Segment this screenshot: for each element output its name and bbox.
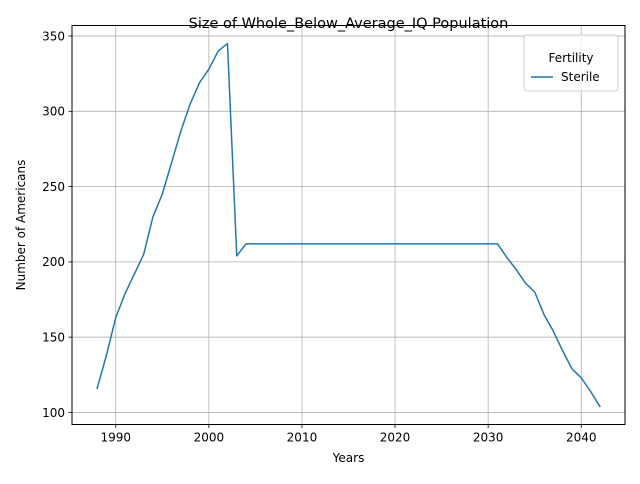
x-tick-label: 2030 [473, 431, 504, 445]
x-tick-label: 2010 [287, 431, 318, 445]
y-tick-label: 100 [42, 406, 65, 420]
y-tick-label: 250 [42, 180, 65, 194]
legend-title: Fertility [548, 51, 593, 65]
series-layer [96, 42, 601, 408]
y-tick-label: 350 [42, 29, 65, 43]
axis-ticks: 1990 2000 2010 2020 2030 2040 100 150 200 250 300 3… [42, 29, 596, 444]
y-tick-label: 200 [42, 255, 65, 269]
x-axis-label: Years [332, 451, 365, 465]
chart-title: Size of Whole_Below_Average_IQ Populatio… [189, 16, 509, 32]
grid-lines [72, 25, 625, 425]
plot-area-frame [71, 25, 626, 425]
x-tick-label: 2020 [380, 431, 411, 445]
series-line-sterile [96, 42, 601, 408]
y-axis-label: Number of Americans [14, 160, 28, 291]
legend-entry-sterile: Sterile [561, 70, 600, 84]
x-tick-label: 2040 [566, 431, 597, 445]
legend: Fertility Sterile [523, 34, 619, 92]
x-tick-label: 1990 [100, 431, 131, 445]
y-tick-label: 150 [42, 330, 65, 344]
y-tick-label: 300 [42, 105, 65, 119]
x-tick-label: 2000 [194, 431, 225, 445]
